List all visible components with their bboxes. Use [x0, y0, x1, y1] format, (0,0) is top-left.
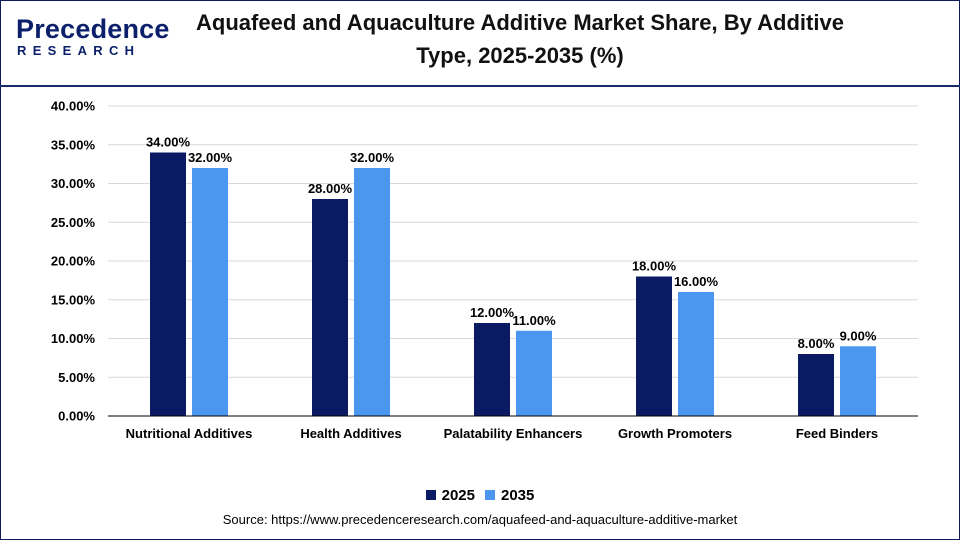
data-label-2035: 32.00% — [350, 150, 395, 165]
y-tick-label: 10.00% — [51, 331, 96, 346]
data-label-2035: 16.00% — [674, 274, 719, 289]
bar-2025 — [798, 354, 834, 416]
y-tick-label: 5.00% — [58, 370, 95, 385]
data-label-2035: 9.00% — [840, 328, 877, 343]
category-label: Nutritional Additives — [126, 426, 253, 441]
data-label-2035: 32.00% — [188, 150, 233, 165]
category-label: Health Additives — [300, 426, 401, 441]
bar-2035 — [192, 168, 228, 416]
category-label: Feed Binders — [796, 426, 878, 441]
header: Precedence RESEARCH Aquafeed and Aquacul… — [0, 0, 960, 87]
source-note: Source: https://www.precedenceresearch.c… — [222, 512, 738, 527]
legend-swatch-2035 — [485, 490, 495, 500]
brand-logo: Precedence RESEARCH — [16, 14, 170, 64]
data-label-2025: 34.00% — [146, 135, 191, 150]
grid-layer — [108, 105, 918, 378]
y-tick-label: 40.00% — [51, 99, 96, 114]
y-tick-label: 30.00% — [51, 176, 96, 191]
legend-label-2035: 2035 — [501, 486, 535, 504]
y-axis-ticks: 0.00% 5.00% 10.00% 15.00% 20.00% 25.00% 30.00%… — [51, 99, 96, 424]
bar-2035 — [354, 168, 390, 416]
y-tick-label: 25.00% — [51, 215, 96, 230]
logo-subtext: RESEARCH — [17, 43, 141, 58]
data-label-2025: 12.00% — [470, 305, 515, 320]
bar-2025 — [636, 276, 672, 416]
legend: 2025 2035 — [0, 484, 960, 506]
chart-title: Aquafeed and Aquaculture Additive Market… — [196, 10, 844, 68]
data-label-2025: 28.00% — [308, 181, 353, 196]
legend-item-2035[interactable]: 2035 — [485, 487, 534, 504]
y-tick-label: 15.00% — [51, 292, 96, 307]
logo-wordmark: Precedence — [16, 14, 170, 44]
legend-label-2025: 2025 — [441, 486, 475, 504]
category-labels: Nutritional Additives Health Additives Pal… — [126, 426, 879, 441]
bar-2035 — [516, 330, 552, 416]
category-label: Growth Promoters — [618, 426, 732, 441]
category-label: Palatability Enhancers — [444, 426, 583, 441]
bar-2025 — [150, 152, 186, 416]
bar-2035 — [678, 292, 714, 416]
bar-2025 — [474, 323, 510, 416]
bars — [150, 152, 876, 416]
y-tick-label: 35.00% — [51, 137, 96, 152]
bar-2025 — [312, 199, 348, 416]
y-tick-label: 0.00% — [58, 409, 95, 424]
legend-item-2025[interactable]: 2025 — [425, 486, 475, 504]
data-label-2035: 11.00% — [512, 313, 556, 328]
data-label-2025: 8.00% — [798, 336, 835, 351]
bar-2035 — [840, 346, 876, 416]
data-label-2025: 18.00% — [632, 259, 677, 274]
y-tick-label: 20.00% — [51, 254, 96, 269]
legend-swatch-2025 — [425, 490, 436, 500]
data-labels: 34.00%32.00%28.00%32.00%12.00%11.00%18.0… — [146, 135, 877, 352]
